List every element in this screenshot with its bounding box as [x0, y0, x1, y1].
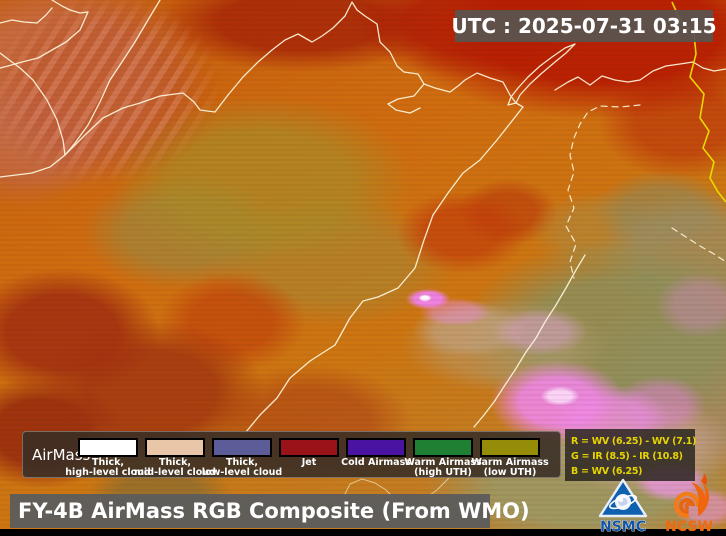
legend-item: Thick, mid-level cloud — [134, 438, 216, 477]
legend-swatch — [212, 438, 272, 457]
legend-item-label: Warm Airmass (high UTH) — [404, 457, 482, 478]
legend-item: Warm Airmass (low UTH) — [471, 438, 549, 477]
ncsw-logo-text: NCSW — [665, 519, 713, 534]
legend-swatch — [480, 438, 540, 457]
legend-panel: AirMass Thick, high-level cloud Thick, mid-… — [22, 431, 561, 478]
timestamp-badge: UTC : 2025-07-31 03:15 — [451, 10, 717, 42]
ncsw-logo: NCSW — [665, 473, 713, 534]
nsmc-logo-text: NSMC — [600, 519, 646, 533]
bottom-black-bar — [0, 529, 726, 536]
legend-title: AirMass — [32, 446, 91, 464]
legend-item-label: Cold Airmass — [341, 457, 411, 468]
legend-item: Jet — [279, 438, 339, 476]
product-title-bar: FY-4B AirMass RGB Composite (From WMO) — [10, 494, 530, 528]
legend-item-label: Warm Airmass (low UTH) — [471, 457, 549, 478]
legend-swatch — [346, 438, 406, 457]
rgb-formula-line: B = WV (6.25) — [571, 466, 643, 477]
legend-item: Cold Airmass — [341, 438, 411, 476]
legend-swatch — [145, 438, 205, 457]
rgb-formula-box: R = WV (6.25) - WV (7.1) G = IR (8.5) - I… — [565, 429, 697, 481]
legend-item-label: Thick, high-level cloud — [65, 457, 151, 478]
ncsw-phoenix-icon — [673, 473, 710, 519]
legend-item: Thick, low-level cloud — [202, 438, 282, 477]
legend-item-label: Thick, low-level cloud — [201, 457, 283, 478]
legend-item: Thick, high-level cloud — [65, 438, 151, 477]
legend-item-label: Thick, mid-level cloud — [134, 457, 216, 478]
legend-item-label: Jet — [301, 457, 317, 468]
legend-swatch — [279, 438, 339, 457]
rgb-formula-line: G = IR (8.5) - IR (10.8) — [571, 451, 683, 462]
legend-item: Warm Airmass (high UTH) — [404, 438, 482, 477]
rgb-formula-line: R = WV (6.25) - WV (7.1) — [571, 436, 697, 447]
legend-items: Thick, high-level cloud Thick, mid-level cl… — [65, 438, 549, 477]
nsmc-logo: NSMC — [598, 478, 648, 533]
legend-swatch — [78, 438, 138, 457]
nsmc-orbit-icon — [608, 494, 638, 510]
legend-swatch — [413, 438, 473, 457]
